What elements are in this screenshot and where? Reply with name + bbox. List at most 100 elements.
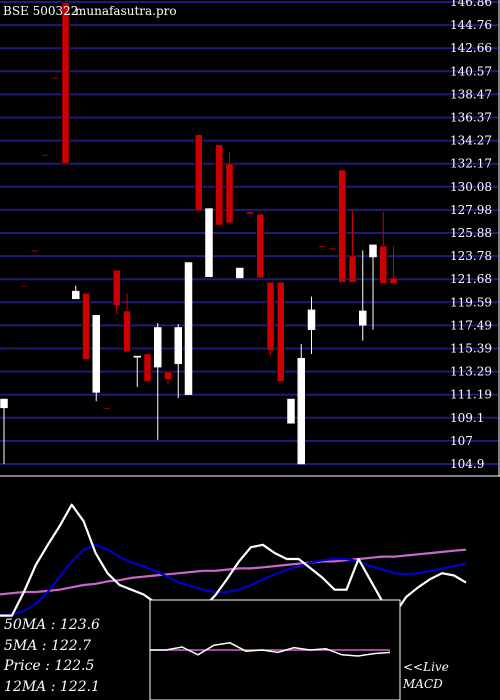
candle — [31, 250, 39, 252]
legend-5ma: 5MA : 122.7 — [4, 638, 91, 654]
candle-body — [277, 282, 285, 382]
candle-body — [133, 355, 141, 358]
y-tick-label: 146.86 — [450, 0, 492, 9]
candle-body — [72, 290, 80, 300]
y-tick-label: 107 — [450, 434, 473, 448]
candle-body — [246, 211, 254, 215]
candle — [123, 293, 131, 352]
candle — [113, 269, 121, 315]
candle-body — [359, 310, 367, 326]
candle-body — [82, 293, 90, 360]
y-tick-label: 138.47 — [450, 87, 492, 101]
candle-body — [338, 169, 346, 283]
candle-body — [174, 327, 182, 365]
candle — [225, 152, 234, 224]
macd-panel — [150, 642, 391, 657]
candle — [266, 282, 275, 355]
y-tick-label: 132.17 — [450, 157, 492, 171]
candle — [389, 245, 398, 284]
y-tick-label: 136.37 — [450, 111, 492, 125]
candle — [195, 134, 203, 212]
candle — [154, 323, 162, 440]
candle-body — [287, 398, 295, 424]
candle-body — [297, 358, 305, 465]
candle-body — [205, 208, 213, 278]
candle — [143, 353, 152, 382]
y-tick-label: 109.1 — [450, 411, 484, 425]
legend-50ma: 50MA : 123.6 — [4, 617, 100, 633]
y-tick-label: 111.19 — [450, 388, 492, 402]
candle-body — [389, 277, 398, 284]
candle-body — [225, 163, 234, 224]
y-tick-label: 121.68 — [450, 272, 492, 286]
y-tick-label: 119.59 — [450, 295, 492, 309]
y-tick-label: 125.88 — [450, 226, 492, 240]
y-tick-label: 117.49 — [450, 318, 492, 332]
legend-price: Price : 122.5 — [3, 658, 95, 674]
candle — [92, 315, 100, 402]
candle — [51, 77, 59, 79]
candle-body — [328, 247, 336, 250]
candle — [0, 398, 8, 464]
candle — [184, 262, 193, 395]
candle-body — [184, 262, 193, 395]
indicator-line — [0, 543, 467, 617]
y-tick-label: 115.39 — [450, 342, 492, 356]
price-grid — [0, 1, 499, 465]
candle — [215, 144, 223, 226]
y-tick-label: 123.78 — [450, 249, 492, 263]
candle — [164, 371, 172, 385]
y-tick-label: 140.57 — [450, 64, 492, 78]
legend-12ma: 12MA : 122.1 — [4, 679, 100, 695]
candle-body — [369, 244, 377, 258]
candle — [61, 2, 70, 164]
candle — [10, 347, 18, 349]
candle — [348, 210, 357, 283]
candle — [246, 211, 254, 216]
y-tick-label: 142.66 — [450, 41, 492, 55]
candle — [205, 208, 213, 278]
candle-body — [195, 134, 203, 212]
candle — [133, 355, 141, 387]
candle-body — [41, 154, 49, 157]
candle-body — [143, 353, 152, 382]
candle — [287, 398, 295, 424]
candle-body — [236, 267, 244, 279]
candle — [20, 285, 29, 288]
candle-body — [266, 282, 275, 351]
candle-body — [348, 255, 357, 283]
site-label: munafasutra.pro — [75, 4, 177, 18]
candle — [297, 343, 305, 465]
candle-body — [164, 371, 172, 380]
candle — [369, 244, 377, 330]
candle-body — [92, 315, 100, 393]
y-tick-label: 130.08 — [450, 180, 492, 194]
live-link[interactable]: <<Live — [403, 660, 449, 674]
candle — [236, 267, 244, 279]
candle — [307, 296, 316, 354]
candle — [277, 282, 285, 383]
y-tick-label: 113.29 — [450, 365, 492, 379]
candle — [174, 324, 182, 398]
candle — [102, 407, 111, 410]
candle — [82, 293, 90, 360]
candle-body — [0, 398, 8, 409]
candle — [338, 169, 346, 283]
y-tick-label: 127.98 — [450, 203, 492, 217]
candle-body — [51, 77, 59, 79]
candle — [359, 250, 367, 341]
candle-body — [318, 245, 326, 248]
candle — [328, 247, 336, 250]
y-tick-label: 144.76 — [450, 18, 492, 32]
macd-label: MACD — [402, 677, 443, 691]
price-axis: 146.86 144.76 142.66 140.57 138.47 136.37 134.… — [450, 0, 492, 471]
candle-body — [61, 2, 70, 164]
candle — [256, 213, 264, 279]
candle-body — [10, 347, 18, 349]
candle-body — [31, 250, 39, 252]
candle-body — [154, 327, 162, 368]
candle-body — [113, 269, 121, 306]
candles — [0, 2, 398, 465]
